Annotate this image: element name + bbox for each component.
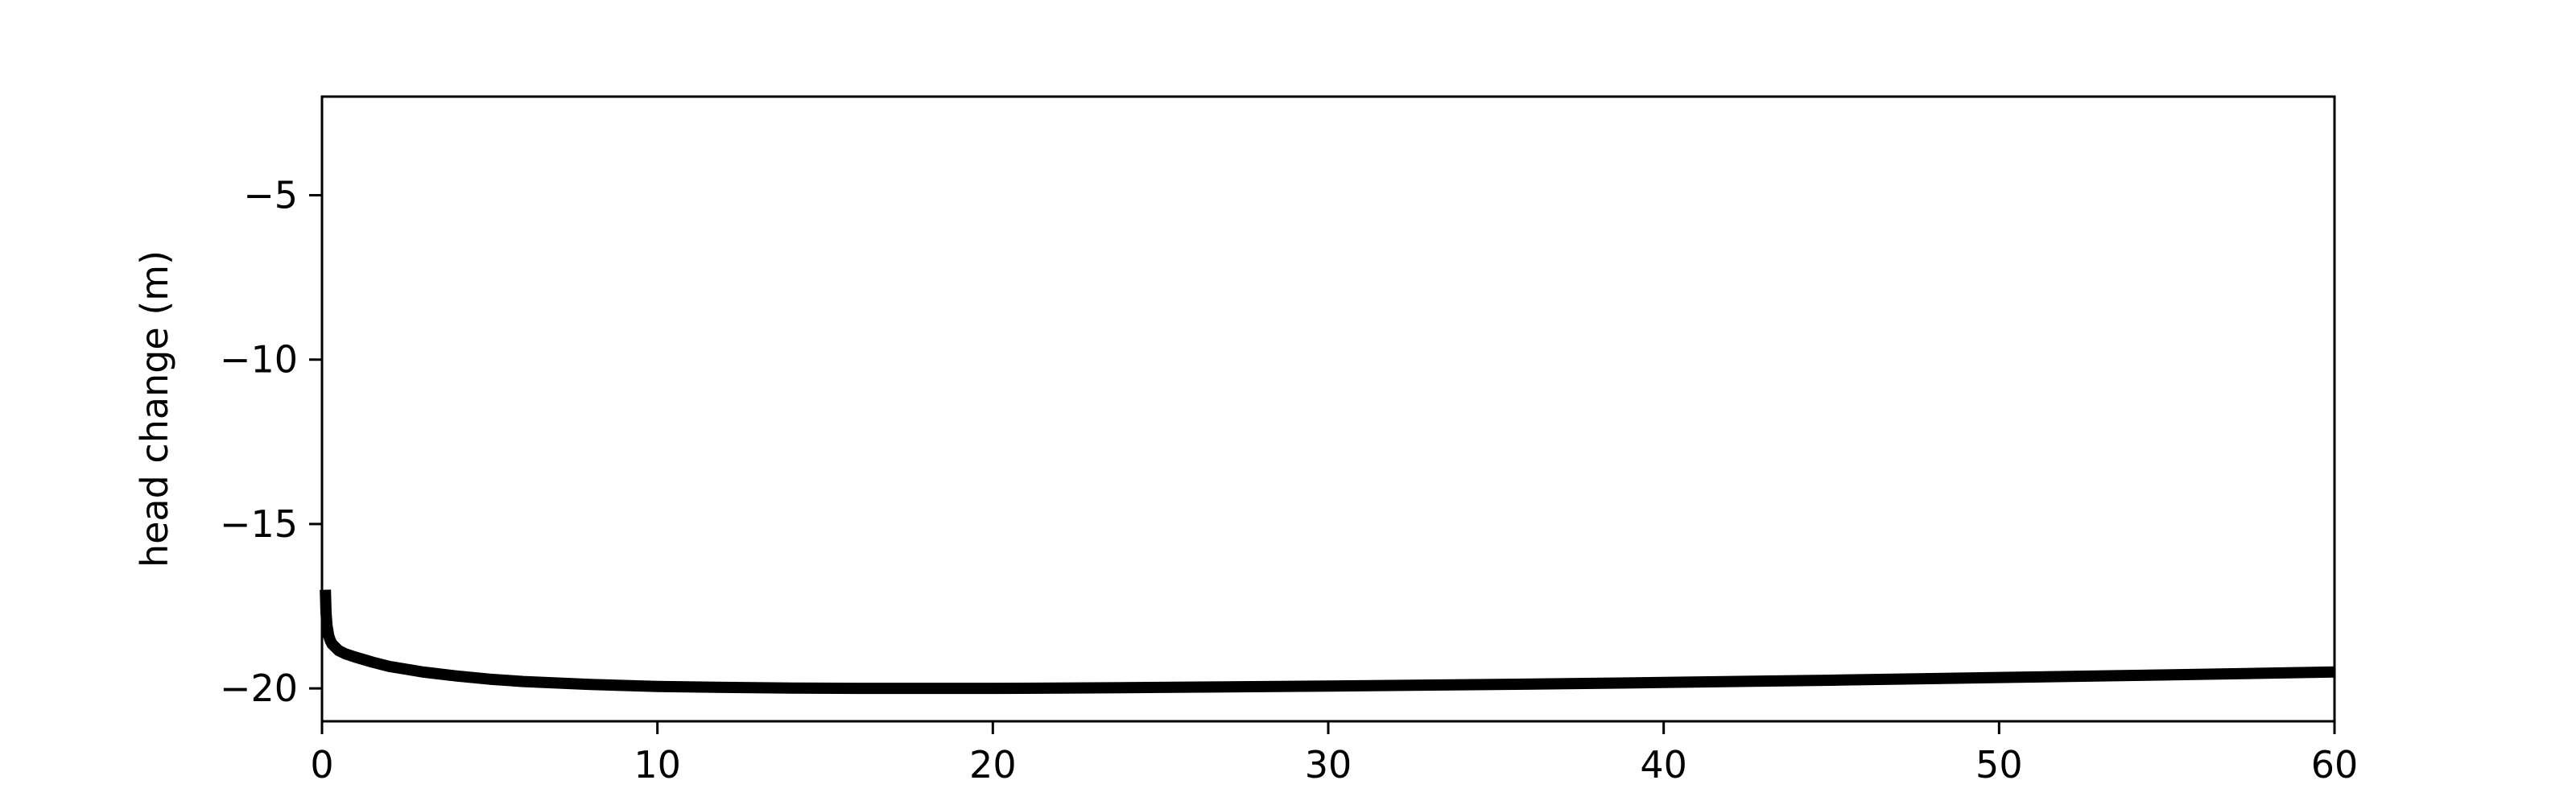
y-tick-label: −5 — [243, 174, 298, 217]
y-tick-label: −15 — [220, 502, 298, 546]
plot-frame — [320, 95, 2336, 723]
y-tick-label: −20 — [220, 667, 298, 710]
x-tick-label: 40 — [1640, 743, 1687, 786]
y-axis-label: head change (m) — [133, 250, 176, 568]
x-tick-label: 60 — [2311, 743, 2359, 786]
y-tick-label: −10 — [220, 338, 298, 382]
ticks-layer: 0 10 20 30 40 50 60 −20 −15 −10 −5 — [220, 174, 2358, 786]
x-tick-label: 0 — [310, 743, 333, 786]
series-line — [320, 589, 2335, 695]
x-tick-label: 10 — [634, 743, 681, 786]
series-layer — [320, 589, 2335, 695]
x-tick-label: 50 — [1975, 743, 2023, 786]
x-tick-label: 20 — [969, 743, 1017, 786]
x-tick-label: 30 — [1305, 743, 1352, 786]
